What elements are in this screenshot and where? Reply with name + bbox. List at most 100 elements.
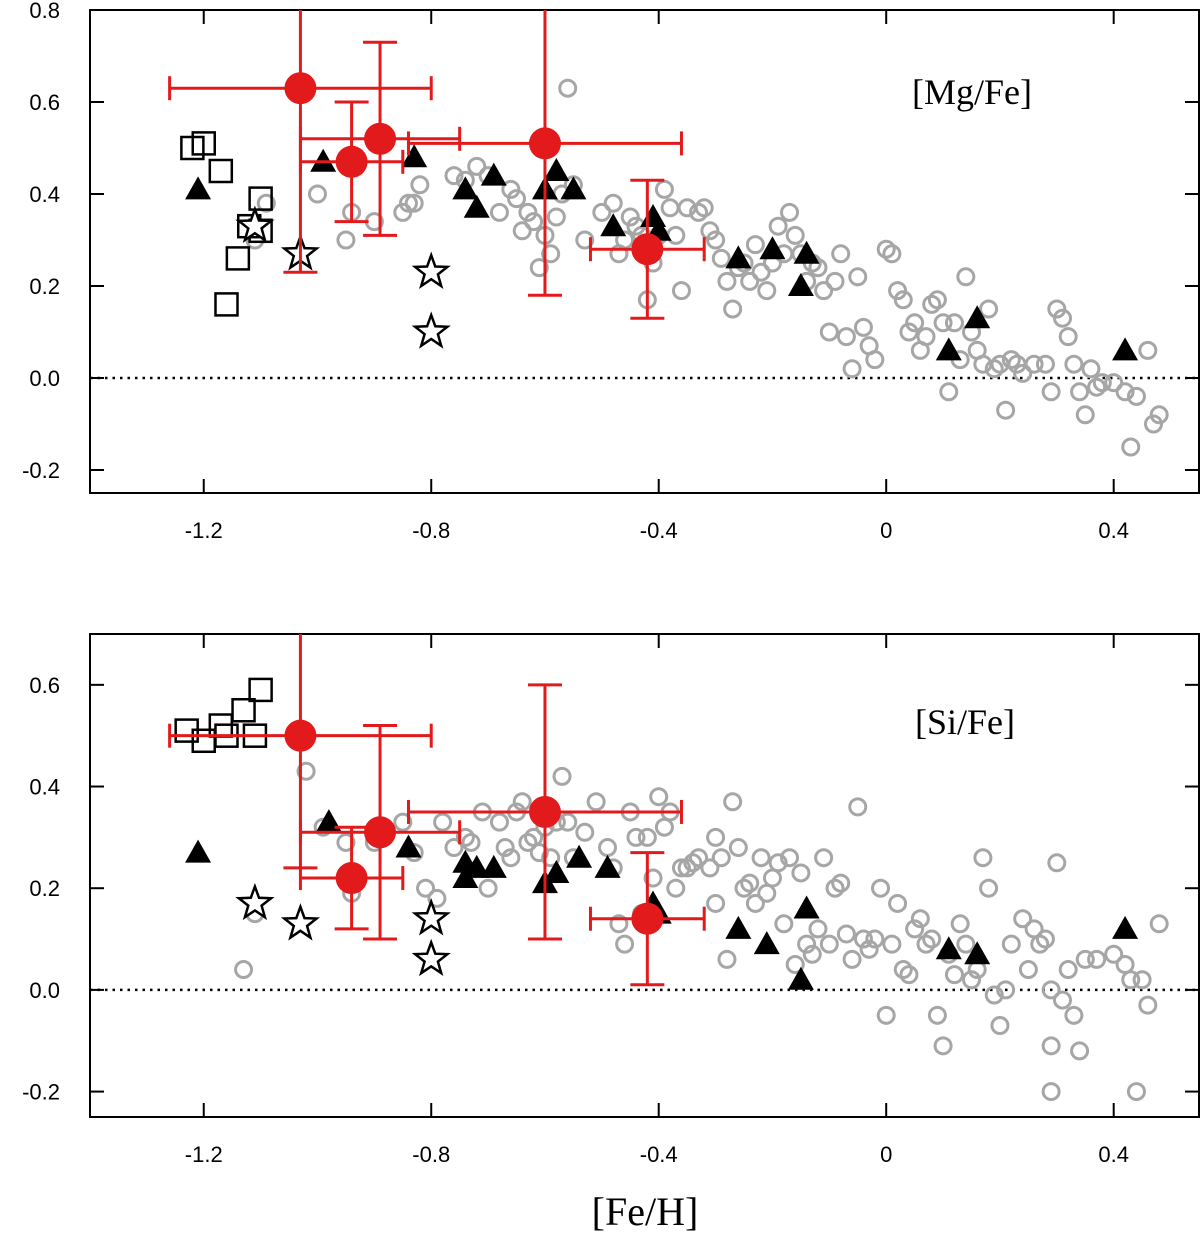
triangle-point: [600, 213, 627, 237]
square-point: [248, 186, 273, 211]
triangle-point: [793, 895, 820, 919]
field-star-point: [979, 299, 999, 319]
square-point: [191, 131, 216, 156]
x-tick-label: -0.4: [640, 1142, 678, 1167]
star-point: [411, 251, 451, 289]
field-star-point: [882, 244, 902, 264]
triangle-point: [185, 839, 212, 863]
star-point: [411, 938, 451, 977]
field-star-point: [689, 848, 709, 868]
field-star-point: [819, 322, 839, 342]
field-star-point: [1087, 949, 1107, 969]
triangle-point: [725, 915, 752, 939]
field-star-point: [888, 893, 908, 913]
field-star-point: [876, 1005, 896, 1025]
field-star-point: [1075, 949, 1095, 969]
field-star-point: [671, 281, 691, 301]
cluster-point: [364, 122, 397, 155]
field-star-point: [694, 198, 714, 218]
star-point: [411, 311, 451, 349]
field-star-point: [586, 792, 606, 812]
field-star-point: [666, 225, 686, 245]
triangle-point: [566, 844, 593, 868]
field-star-point: [745, 893, 765, 913]
field-star-point: [933, 313, 953, 333]
field-star-point: [916, 327, 936, 347]
field-star-point: [757, 281, 777, 301]
y-tick-label: 0.2: [29, 876, 60, 901]
field-star-point: [808, 258, 828, 278]
field-star-point: [558, 78, 578, 98]
square-point: [208, 158, 234, 184]
field-star-point: [1013, 909, 1033, 929]
cluster-point: [364, 816, 397, 849]
field-star-point: [711, 248, 731, 268]
field-star-point: [922, 929, 942, 949]
triangle-point: [185, 176, 212, 200]
field-star-point: [603, 193, 623, 213]
field-star-point: [785, 225, 805, 245]
field-star-point: [905, 919, 925, 939]
field-star-point: [649, 787, 669, 807]
field-star-point: [1030, 934, 1050, 954]
y-tick-label: 0.4: [29, 182, 60, 207]
triangle-point: [725, 245, 752, 269]
field-star-point: [706, 827, 726, 847]
field-star-point: [307, 184, 327, 204]
field-star-point: [711, 848, 731, 868]
field-star-point: [836, 924, 856, 944]
field-star-point: [1104, 944, 1124, 964]
star-point: [411, 898, 451, 936]
field-star-point: [1132, 970, 1152, 990]
triangle-point: [935, 337, 962, 361]
field-star-point: [808, 919, 828, 939]
field-star-point: [842, 949, 862, 969]
field-star-point: [489, 812, 509, 832]
field-star-point: [529, 258, 549, 278]
field-star-point: [740, 271, 760, 291]
field-star-point: [660, 198, 680, 218]
field-star-point: [1121, 970, 1141, 990]
field-star-point: [1115, 382, 1135, 402]
field-star-point: [546, 207, 566, 227]
field-star-point: [927, 290, 947, 310]
field-star-point: [825, 878, 845, 898]
field-star-point: [956, 267, 976, 287]
x-axis-title: [Fe/H]: [592, 1189, 699, 1234]
field-star-point: [899, 965, 919, 985]
field-star-point: [1092, 373, 1112, 393]
y-tick-label: 0.6: [29, 673, 60, 698]
field-star-point: [1138, 995, 1158, 1015]
field-star-point: [1126, 1082, 1146, 1102]
field-star-point: [427, 888, 447, 908]
field-star-point: [626, 827, 646, 847]
field-star-point: [797, 934, 817, 954]
field-star-point: [552, 766, 572, 786]
square-point: [214, 292, 239, 317]
field-star-point: [893, 290, 913, 310]
field-star-point: [905, 313, 925, 333]
field-star-point: [1041, 382, 1061, 402]
field-star-point: [433, 812, 453, 832]
triangle-point: [753, 931, 780, 955]
triangle-point: [935, 936, 962, 960]
field-star-point: [962, 970, 982, 990]
field-star-point: [825, 271, 845, 291]
y-tick-label: -0.2: [22, 1080, 60, 1105]
y-tick-label: 0.0: [29, 366, 60, 391]
x-tick-label: -0.4: [640, 518, 678, 543]
field-star-point: [643, 868, 663, 888]
field-star-point: [256, 193, 276, 213]
cluster-point: [335, 862, 368, 895]
field-star-point: [336, 832, 356, 852]
field-star-point: [495, 838, 515, 858]
field-star-point: [683, 853, 703, 873]
field-star-point: [757, 883, 777, 903]
y-tick-label: 0.4: [29, 775, 60, 800]
field-star-point: [524, 212, 544, 232]
field-star-point: [848, 797, 868, 817]
field-star-point: [745, 235, 765, 255]
triangle-point: [964, 941, 991, 965]
field-star-point: [996, 400, 1016, 420]
mg-fe-plot-area: 0.8 0.6 0.4 0.2 0.0 -0.2 -1.2 -0.8 -0.4 0 0.4: [22, 0, 1200, 543]
